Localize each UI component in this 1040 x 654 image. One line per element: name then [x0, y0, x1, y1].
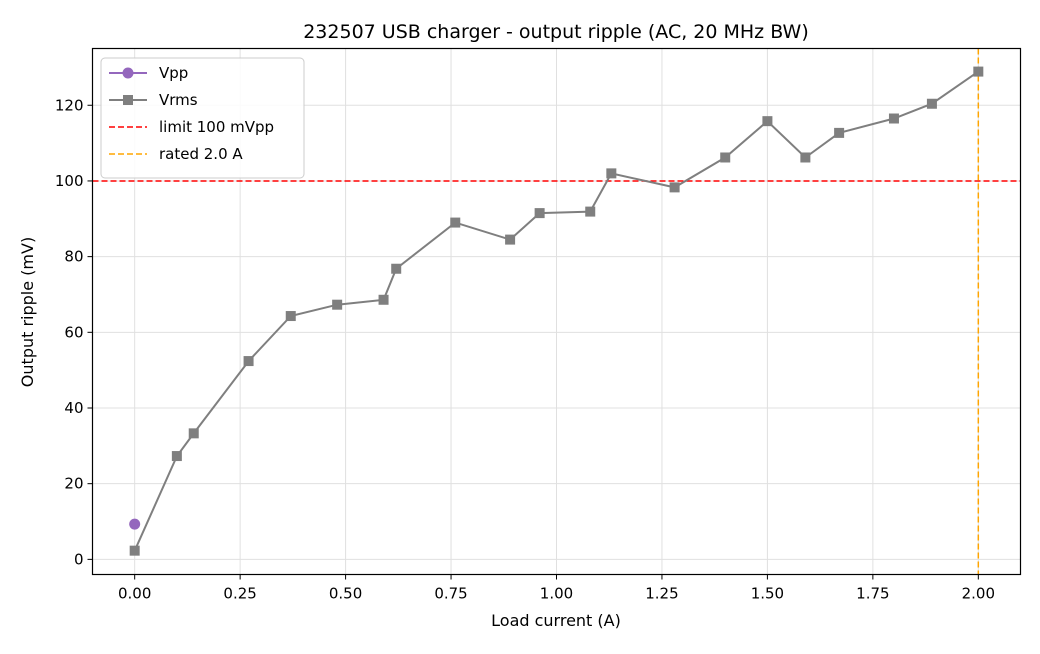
vrms-data-point [243, 356, 254, 367]
vrms-data-point [534, 208, 545, 219]
y-tick-label: 40 [64, 399, 83, 417]
x-tick-label: 0.50 [329, 585, 362, 603]
x-tick-label: 0.25 [223, 585, 256, 603]
vrms-data-point [378, 294, 389, 305]
vrms-data-point [926, 98, 937, 109]
x-tick-label: 0.75 [434, 585, 467, 603]
x-tick-label: 1.50 [751, 585, 784, 603]
vrms-data-point [171, 451, 182, 462]
vrms-data-point [285, 311, 296, 322]
x-tick-label: 1.00 [540, 585, 573, 603]
legend-label: rated 2.0 A [159, 145, 243, 163]
vrms-data-point [129, 545, 140, 556]
y-tick-label: 60 [64, 323, 83, 341]
vrms-data-point [188, 428, 199, 439]
data-series [129, 66, 984, 556]
legend-label: Vpp [159, 64, 188, 82]
vrms-data-point [585, 206, 596, 217]
vrms-data-point [669, 182, 680, 193]
vrms-data-point [606, 168, 617, 179]
x-tick-label: 1.25 [645, 585, 678, 603]
y-tick-label: 20 [64, 475, 83, 493]
grid [92, 48, 1021, 575]
x-tick-label: 2.00 [962, 585, 995, 603]
axis-ticks: 0.00 0.25 0.50 0.75 1.00 1.25 1.50 1.75 2.00 0 20 4… [55, 96, 995, 602]
vrms-data-point [834, 127, 845, 138]
vpp-data-point [129, 518, 141, 530]
legend-label: Vrms [159, 91, 198, 109]
y-tick-label: 100 [55, 172, 84, 190]
y-tick-label: 120 [55, 96, 84, 114]
vrms-data-point [762, 116, 773, 127]
y-axis-label: Output ripple (mV) [18, 237, 37, 387]
vrms-data-point [505, 234, 516, 245]
legend-box [100, 57, 305, 179]
reference-lines [92, 48, 1021, 575]
vrms-data-point [888, 113, 899, 124]
legend-marker-vpp [122, 67, 134, 79]
y-tick-label: 80 [64, 248, 83, 266]
legend: Vpp Vrms limit 100 mVpp rated 2.0 A [100, 57, 305, 179]
y-tick-label: 0 [74, 550, 84, 568]
vrms-data-point [332, 299, 343, 310]
legend-label: limit 100 mVpp [159, 118, 274, 136]
chart-title: 232507 USB charger - output ripple (AC, … [303, 21, 809, 43]
x-tick-label: 1.75 [856, 585, 889, 603]
vrms-data-point [973, 66, 984, 77]
legend-marker-vrms [123, 95, 133, 105]
vrms-data-point [800, 152, 811, 163]
vrms-data-point [391, 263, 402, 274]
x-tick-label: 0.00 [118, 585, 151, 603]
vrms-data-point [720, 152, 731, 163]
vrms-data-point [450, 217, 461, 228]
x-axis-label: Load current (A) [491, 611, 621, 630]
